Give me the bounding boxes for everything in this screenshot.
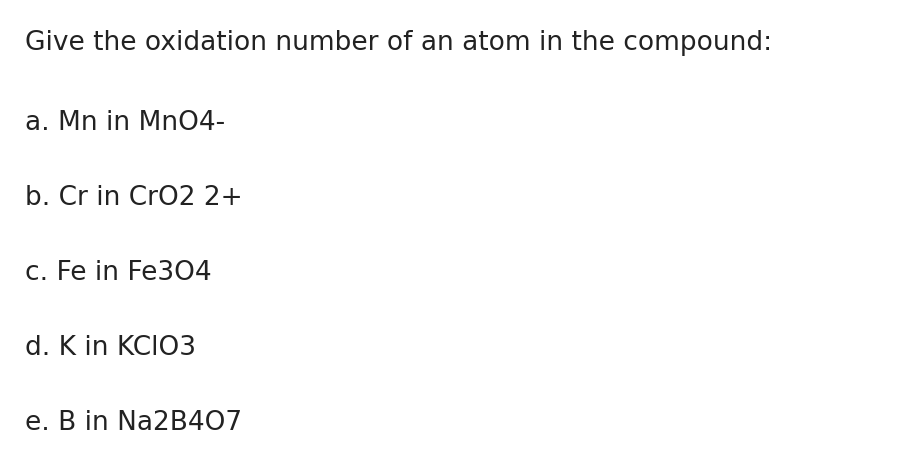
Text: Give the oxidation number of an atom in the compound:: Give the oxidation number of an atom in … bbox=[25, 30, 772, 56]
Text: a. Mn in MnO4-: a. Mn in MnO4- bbox=[25, 110, 225, 136]
Text: d. K in KClO3: d. K in KClO3 bbox=[25, 335, 196, 361]
Text: c. Fe in Fe3O4: c. Fe in Fe3O4 bbox=[25, 260, 212, 286]
Text: b. Cr in CrO2 2+: b. Cr in CrO2 2+ bbox=[25, 185, 243, 211]
Text: e. B in Na2B4O7: e. B in Na2B4O7 bbox=[25, 410, 243, 436]
